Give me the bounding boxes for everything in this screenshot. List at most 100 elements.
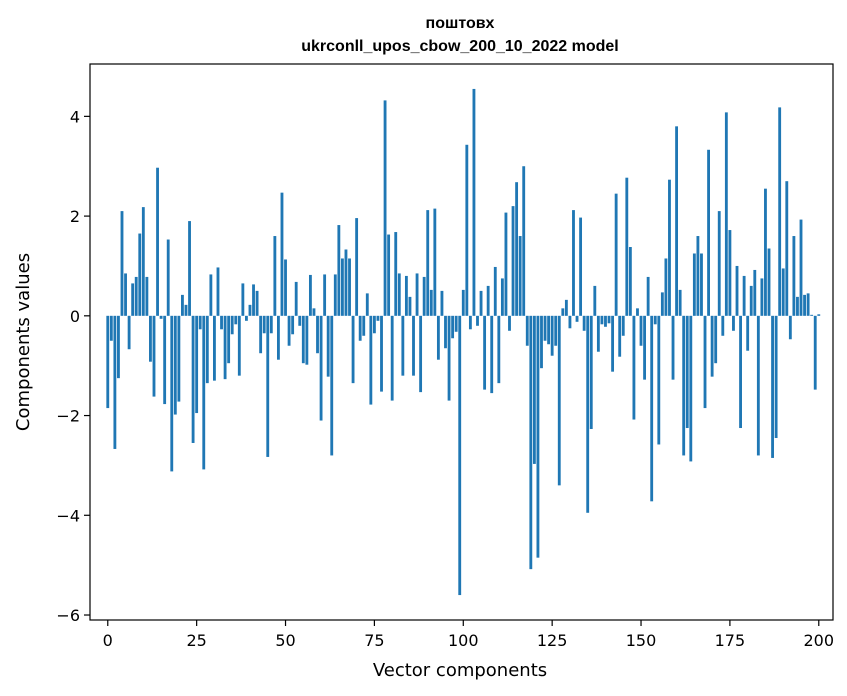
bar xyxy=(113,315,117,449)
bar xyxy=(213,315,216,381)
bar xyxy=(540,315,543,369)
bar xyxy=(333,274,337,316)
bar xyxy=(230,315,234,335)
bar xyxy=(216,267,220,316)
bar xyxy=(479,290,483,316)
bar xyxy=(803,294,806,316)
bar xyxy=(586,315,590,513)
bar xyxy=(493,266,497,316)
bar xyxy=(504,212,508,316)
bar xyxy=(707,149,710,316)
bar xyxy=(156,167,159,316)
bar xyxy=(181,294,184,316)
bar xyxy=(298,315,302,326)
bar xyxy=(376,315,380,321)
bar xyxy=(131,283,135,316)
bar xyxy=(401,315,405,376)
bar xyxy=(433,208,437,316)
bar xyxy=(589,315,593,430)
bar xyxy=(205,315,209,384)
bar xyxy=(252,284,255,316)
chart-subtitle: ukrconll_upos_cbow_200_10_2022 model xyxy=(301,38,618,55)
bar xyxy=(312,308,316,316)
bar xyxy=(724,112,728,316)
bar xyxy=(404,275,408,316)
bar xyxy=(369,315,373,405)
bar-series xyxy=(106,88,821,596)
bar xyxy=(259,315,263,354)
bar xyxy=(710,315,714,377)
bar xyxy=(614,193,618,316)
bar xyxy=(408,296,412,316)
bar xyxy=(323,274,327,316)
bar xyxy=(358,315,362,341)
bar xyxy=(440,290,444,316)
bar xyxy=(387,234,391,316)
bar xyxy=(636,308,639,316)
y-axis-ticks: −6 −4 −2 0 2 4 xyxy=(56,107,90,625)
bar xyxy=(792,236,796,316)
bar xyxy=(664,258,668,316)
bar xyxy=(305,315,309,365)
bar xyxy=(532,315,536,464)
bar xyxy=(138,233,142,316)
bar xyxy=(447,315,451,401)
bar xyxy=(276,315,280,360)
bar xyxy=(362,315,366,336)
bar xyxy=(117,315,120,379)
bar xyxy=(572,210,575,316)
bar xyxy=(756,315,760,456)
bar xyxy=(739,315,742,429)
bar xyxy=(380,315,383,392)
bar xyxy=(301,315,305,364)
x-tick-label: 200 xyxy=(804,631,835,650)
bar xyxy=(621,315,625,336)
bar xyxy=(749,285,753,316)
bar xyxy=(188,221,191,316)
bar xyxy=(543,315,547,341)
plot-frame xyxy=(89,63,834,621)
bar xyxy=(476,315,479,326)
bar xyxy=(202,315,206,470)
bar xyxy=(159,315,163,319)
bar xyxy=(806,293,810,316)
bar xyxy=(397,273,401,316)
x-tick-label: 175 xyxy=(715,631,746,650)
bar xyxy=(227,315,231,364)
bar xyxy=(412,315,415,376)
bar xyxy=(149,315,152,362)
bar xyxy=(390,315,394,401)
bar xyxy=(500,278,504,316)
bar xyxy=(209,274,213,316)
bar xyxy=(703,315,707,409)
bar xyxy=(696,236,700,316)
bar xyxy=(422,276,426,316)
bar xyxy=(106,315,110,409)
bar xyxy=(760,278,764,316)
bar xyxy=(628,247,632,316)
bar xyxy=(735,265,739,316)
bar xyxy=(579,217,583,316)
bar xyxy=(127,315,131,350)
bar xyxy=(280,192,284,316)
bar xyxy=(596,315,600,352)
bar xyxy=(319,315,323,421)
bar xyxy=(348,258,351,316)
bar xyxy=(195,315,199,414)
x-tick-label: 100 xyxy=(448,631,479,650)
bar xyxy=(774,315,778,438)
x-tick-label: 125 xyxy=(537,631,568,650)
bar xyxy=(284,259,287,316)
bar xyxy=(632,315,636,420)
bar xyxy=(372,315,376,334)
bar xyxy=(444,315,447,349)
bar xyxy=(515,182,519,316)
bar xyxy=(600,315,604,325)
bar xyxy=(604,315,607,327)
bar xyxy=(234,315,238,325)
x-tick-label: 25 xyxy=(186,631,206,650)
bar xyxy=(287,315,291,346)
bar xyxy=(472,88,476,316)
bar xyxy=(575,315,579,322)
